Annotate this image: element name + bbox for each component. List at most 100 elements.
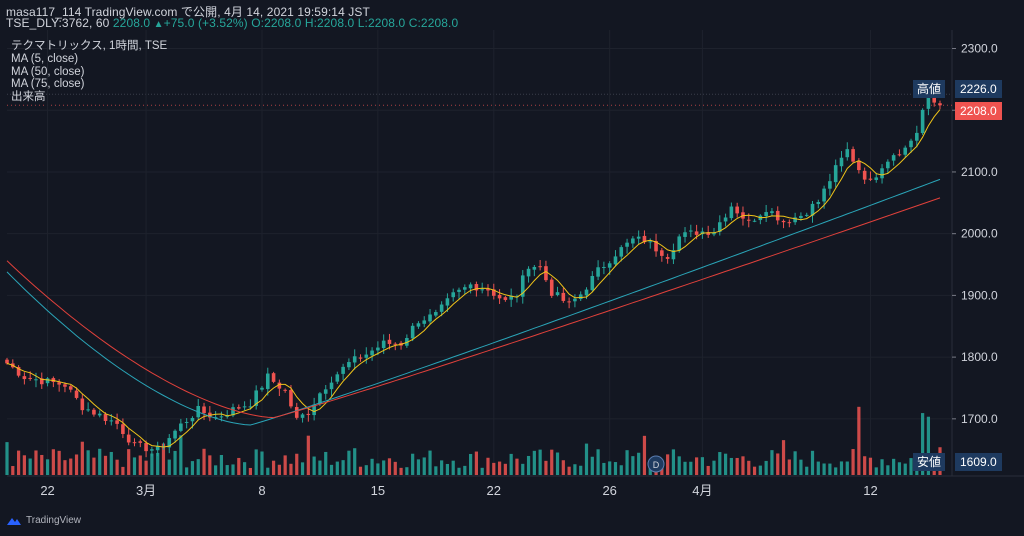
candle-body: [57, 382, 61, 385]
volume-bar: [225, 465, 229, 475]
candle-body: [915, 132, 919, 141]
volume-bar: [683, 461, 687, 475]
volume-bar: [161, 443, 166, 475]
candle-body: [538, 266, 542, 268]
candle-body: [474, 284, 479, 291]
candle-body: [277, 382, 282, 389]
volume-bar: [92, 457, 96, 475]
candle-body: [34, 379, 38, 381]
volume-bar: [770, 450, 774, 475]
candle-body: [544, 266, 548, 281]
x-tick-label: 8: [258, 483, 265, 498]
candle-body: [115, 420, 119, 424]
volume-bar: [422, 457, 426, 475]
tradingview-brand: TradingView: [26, 515, 82, 526]
volume-bar: [324, 451, 328, 475]
volume-bar: [839, 461, 844, 475]
volume-bar: [382, 460, 386, 475]
volume-bar: [80, 441, 84, 475]
volume-bar: [880, 459, 884, 475]
legend-title[interactable]: テクマトリックス, 1時間, TSE: [11, 40, 168, 52]
candle-body: [167, 438, 172, 448]
candle-body: [689, 230, 693, 232]
legend-volume[interactable]: 出来高: [11, 91, 46, 104]
legend-ma5[interactable]: MA (5, close): [11, 52, 79, 65]
volume-bar: [555, 452, 560, 475]
ma50-line: [6, 178, 941, 426]
volume-bar: [666, 454, 670, 475]
candle-body: [387, 339, 392, 344]
high-label-tag: 高値: [913, 80, 946, 98]
low-value: L:2208.0: [357, 16, 406, 30]
volume-bar: [57, 450, 61, 475]
legend-ma50[interactable]: MA (50, close): [11, 65, 85, 78]
volume-bar: [642, 435, 647, 475]
volume-bar: [463, 465, 467, 475]
volume-bar: [695, 457, 699, 475]
candle-body: [202, 406, 206, 414]
volume-bar: [289, 463, 293, 475]
volume-bar: [480, 467, 484, 475]
candle-body: [897, 154, 902, 156]
candle-body: [358, 357, 363, 359]
volume-bar: [260, 451, 264, 475]
legend-ma75[interactable]: MA (75, close): [11, 78, 85, 91]
volume-bar: [306, 435, 310, 475]
candle-body: [584, 289, 589, 296]
volume-bar: [231, 464, 235, 475]
symbol-info: TSE_DLY:3762, 60 2208.0 ▲+75.0 (+3.52%) …: [6, 16, 458, 30]
volume-bar: [874, 467, 878, 475]
y-tick-label: 2000.0: [961, 227, 998, 241]
candle-body: [631, 238, 635, 244]
volume-bar: [689, 461, 693, 475]
volume-bar: [631, 456, 635, 475]
volume-bar: [810, 450, 815, 475]
volume-bar: [138, 455, 142, 475]
volume-bar: [718, 452, 722, 475]
x-tick-label: 12: [863, 483, 877, 498]
candle-body: [746, 219, 751, 221]
candle-body: [370, 350, 374, 356]
volume-bar: [300, 462, 305, 475]
candle-body: [694, 231, 699, 235]
candle-body: [405, 337, 409, 346]
volume-bar: [799, 459, 803, 475]
candle-body: [735, 206, 739, 214]
candle-body: [132, 442, 137, 444]
candle-body: [341, 366, 345, 374]
candle-body: [509, 295, 513, 300]
volume-bar: [903, 463, 907, 475]
volume-bar: [625, 450, 629, 475]
volume-bar: [69, 458, 73, 475]
volume-bar: [793, 451, 797, 475]
candle-body: [549, 279, 554, 296]
volume-bar: [532, 450, 536, 475]
y-tick-label: 2300.0: [961, 42, 998, 56]
candle-body: [677, 236, 682, 251]
volume-bar: [347, 450, 351, 475]
volume-bar: [312, 456, 316, 475]
candle-body: [648, 241, 653, 243]
volume-bar: [608, 461, 612, 475]
candle-body: [463, 287, 467, 290]
volume-bar: [242, 462, 247, 475]
candle-body: [903, 147, 908, 155]
candle-body: [642, 235, 647, 243]
candle-body: [486, 288, 490, 291]
volume-bar: [619, 465, 623, 475]
candle-body: [828, 181, 832, 189]
y-tick-label: 1800.0: [961, 350, 998, 364]
candle-body: [335, 374, 340, 382]
y-tick-label: 1900.0: [961, 288, 998, 302]
tradingview-logo[interactable]: TradingView: [6, 515, 81, 526]
volume-bar: [474, 451, 478, 475]
volume-bar: [318, 460, 322, 475]
candle-body: [636, 236, 641, 239]
symbol-name: TSE_DLY:3762, 60: [6, 16, 110, 30]
candle-body: [602, 266, 606, 268]
volume-bar: [758, 465, 762, 475]
candle-body: [155, 445, 160, 451]
volume-bar: [752, 466, 757, 475]
volume-bar: [440, 460, 444, 475]
volume-bar: [335, 461, 339, 475]
